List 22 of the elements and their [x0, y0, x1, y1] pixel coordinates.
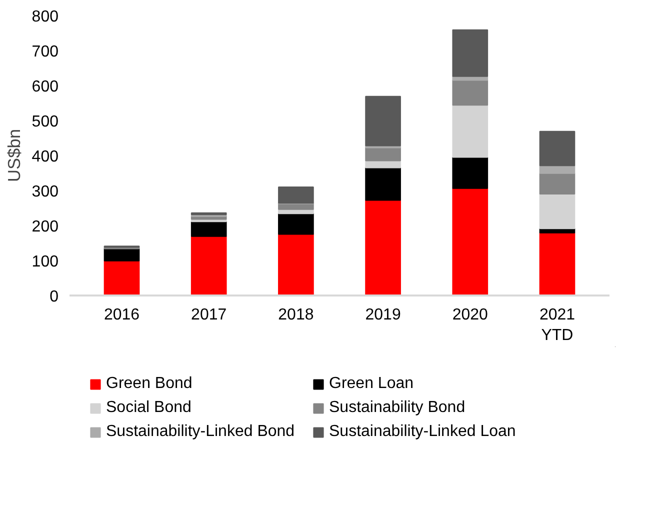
y-axis-title: US$bn	[4, 129, 24, 182]
x-tick-label: 2019	[365, 306, 401, 324]
y-tick-label: 300	[32, 184, 59, 200]
y-tick-label: 700	[32, 44, 59, 60]
legend-label: Sustainability-Linked Bond	[106, 423, 296, 441]
legend-label: Green Bond	[106, 375, 194, 393]
legend-label: Green Loan	[329, 375, 415, 393]
x-tick-label: 2017	[191, 306, 227, 324]
y-tick-label: 400	[32, 148, 59, 166]
legend-label: Sustainability-Linked Loan	[329, 423, 517, 441]
y-tick-label: 100	[32, 254, 59, 270]
x-tick-label: 2016	[104, 306, 140, 324]
legend-label: Social Bond	[106, 399, 192, 417]
x-tick-label: 2018	[278, 306, 314, 324]
legend-label: Sustainability Bond	[329, 399, 466, 417]
y-tick-label: 0	[50, 288, 59, 306]
y-tick-label: 600	[32, 78, 59, 96]
x-tick-label: 2021 YTD	[539, 306, 576, 344]
x-tick-label: 2020	[452, 306, 488, 324]
y-tick-label: 500	[32, 114, 59, 130]
y-tick-label: 800	[32, 8, 59, 26]
y-tick-label: 200	[32, 218, 59, 236]
